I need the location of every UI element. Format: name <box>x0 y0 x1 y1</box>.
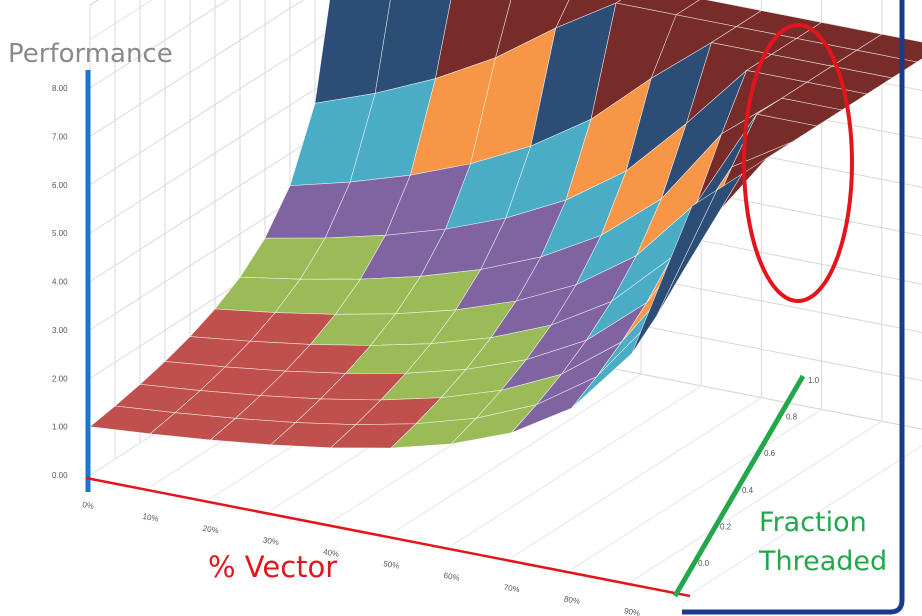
x-tick-label: 50% <box>383 559 400 571</box>
floor-grid-line <box>631 420 883 582</box>
y-axis-line <box>672 374 806 598</box>
floor-grid-line <box>511 397 762 559</box>
x-tick-label: 10% <box>142 512 159 524</box>
x-axis-label: % Vector <box>208 550 337 584</box>
y-tick-label: 0.0 <box>698 559 710 568</box>
slide-frame <box>682 0 905 615</box>
z-tick-label: 7.00 <box>52 132 68 141</box>
x-tick-label: 20% <box>202 524 219 536</box>
z-tick-label: 4.00 <box>52 278 68 287</box>
z-tick-label: 8.00 <box>52 84 68 93</box>
z-tick-label: 6.00 <box>52 181 68 190</box>
floor-grid-line <box>571 408 822 570</box>
x-tick-label: 60% <box>443 571 460 583</box>
x-tick-label: 70% <box>503 583 520 595</box>
x-tick-label: 0% <box>82 500 95 511</box>
y-tick-label: 1.0 <box>808 376 820 385</box>
highlight-ellipse <box>742 23 854 303</box>
x-tick-label: 90% <box>623 606 640 616</box>
y-tick-label: 0.2 <box>720 522 732 531</box>
z-tick-label: 3.00 <box>52 326 68 335</box>
z-axis-label: Performance <box>8 39 173 69</box>
y-tick-label: 0.6 <box>764 449 776 458</box>
x-tick-label: 40% <box>322 547 339 559</box>
y-axis-label-line1: Fraction <box>759 507 867 538</box>
z-tick-label: 2.00 <box>52 374 68 383</box>
z-tick-label: 5.00 <box>52 229 68 238</box>
x-tick-label: 80% <box>563 595 580 607</box>
y-tick-label: 0.4 <box>742 486 754 495</box>
axis-layer <box>85 70 806 598</box>
surface-layer <box>89 0 922 449</box>
floor-grid-line <box>390 373 642 535</box>
z-tick-label: 0.00 <box>52 471 68 480</box>
y-tick-label: 0.8 <box>786 413 798 422</box>
y-axis-label-line2: Threaded <box>758 546 887 577</box>
floor-grid-line <box>450 385 702 547</box>
tick-layer: 0.00 1.00 2.00 3.00 4.00 5.00 6.00 7.00 8.00 0% 10… <box>52 84 820 616</box>
x-axis-line <box>85 476 691 598</box>
x-tick-label: 30% <box>262 536 279 548</box>
z-tick-label: 1.00 <box>52 423 68 432</box>
surface-cell <box>631 189 718 354</box>
